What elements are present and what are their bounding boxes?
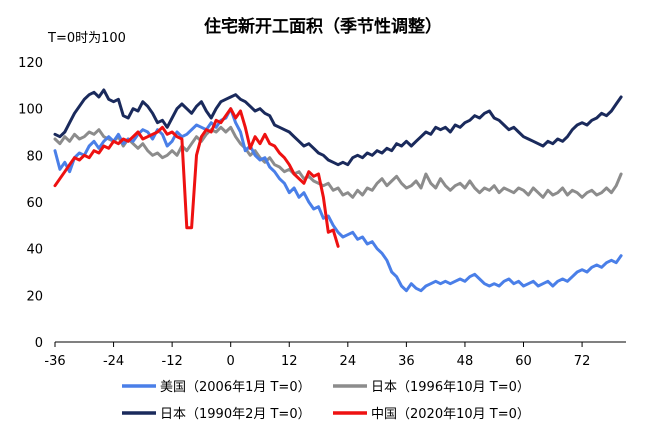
- legend-label-1: 日本（1996年10月 T=0）: [371, 380, 530, 395]
- y-tick-label: 20: [26, 289, 43, 304]
- chart-title: 住宅新开工面积（季节性调整）: [204, 16, 442, 37]
- legend-label-3: 中国（2020年10月 T=0）: [371, 407, 530, 422]
- y-tick-label: 80: [26, 149, 43, 164]
- legend-label-0: 美国（2006年1月 T=0）: [160, 380, 311, 395]
- x-tick-label: 24: [340, 354, 357, 369]
- x-tick-label: 12: [281, 354, 298, 369]
- y-tick-label: 100: [18, 103, 43, 118]
- series-line-1: [53, 125, 623, 199]
- x-tick-label: 60: [515, 354, 532, 369]
- unit-label: T=0时为100: [47, 31, 126, 46]
- y-tick-label: 60: [26, 196, 43, 211]
- legend-label-2: 日本（1990年2月 T=0）: [160, 407, 311, 422]
- x-tick-label: 0: [227, 354, 235, 369]
- x-axis-ticks: -36 -24 -12 0 12 24 36 48 60 72: [44, 342, 590, 369]
- series-line-3: [53, 107, 340, 248]
- x-tick-label: -12: [162, 354, 183, 369]
- y-tick-label: 0: [35, 336, 43, 351]
- y-axis-ticks: 0 20 40 60 80 100 120: [18, 56, 43, 351]
- legend: 美国（2006年1月 T=0） 日本（1996年10月 T=0） 日本（1990年2…: [122, 380, 530, 422]
- x-tick-label: -36: [44, 354, 65, 369]
- x-tick-label: 48: [457, 354, 474, 369]
- x-tick-label: 72: [574, 354, 591, 369]
- y-tick-label: 40: [26, 243, 43, 258]
- x-tick-label: 36: [398, 354, 415, 369]
- y-tick-label: 120: [18, 56, 43, 71]
- series-line-2: [53, 88, 623, 167]
- x-tick-label: -24: [103, 354, 124, 369]
- series-lines: [53, 88, 623, 293]
